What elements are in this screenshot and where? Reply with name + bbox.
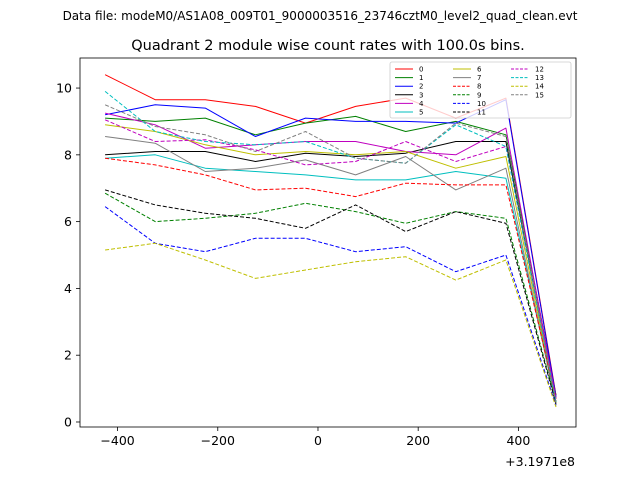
legend-label-6: 6: [477, 66, 482, 74]
legend-label-8: 8: [477, 83, 481, 91]
series-line-10: [104, 206, 557, 406]
x-tick-label: 400: [506, 433, 530, 448]
legend-label-10: 10: [477, 100, 486, 108]
series-line-11: [104, 189, 557, 404]
legend-label-11: 11: [477, 109, 486, 117]
legend-label-3: 3: [419, 91, 423, 99]
y-tick-label: 0: [64, 414, 72, 429]
plot-frame: [79, 57, 577, 428]
y-tick-label: 6: [64, 214, 72, 229]
legend-label-12: 12: [535, 66, 544, 74]
suptitle: Data file: modeM0/AS1A08_009T01_90000035…: [63, 9, 578, 23]
legend-label-14: 14: [535, 83, 544, 91]
legend-label-13: 13: [535, 74, 544, 82]
series-line-9: [104, 192, 557, 403]
legend-label-0: 0: [419, 66, 423, 74]
series-line-12: [104, 119, 557, 401]
series-line-14: [105, 242, 557, 408]
x-tick-label: −400: [100, 433, 134, 448]
y-tick-label: 10: [56, 81, 72, 96]
x-tick-label: −200: [201, 433, 235, 448]
x-tick-label: 0: [314, 433, 322, 448]
y-tick-label: 8: [64, 147, 72, 162]
legend-box: [389, 61, 572, 119]
x-offset-label: +3.1971e8: [505, 454, 575, 469]
y-tick-label: 4: [64, 281, 72, 296]
series-layer: [104, 74, 557, 408]
series-line-4: [104, 112, 557, 399]
legend-label-5: 5: [419, 109, 423, 117]
y-axis: 0 2 4 6 8 10: [56, 81, 80, 429]
legend-label-4: 4: [419, 100, 424, 108]
legend-label-15: 15: [535, 91, 544, 99]
legend-label-9: 9: [477, 91, 481, 99]
series-line-6: [105, 124, 557, 404]
series-line-13: [104, 91, 557, 403]
legend-label-1: 1: [419, 74, 423, 82]
series-line-15: [104, 104, 557, 404]
chart-title: Quadrant 2 module wise count rates with …: [131, 38, 525, 54]
legend-label-7: 7: [477, 74, 481, 82]
x-axis: −400 −200 0 200 400: [100, 427, 530, 448]
x-tick-label: 200: [406, 433, 430, 448]
series-line-7: [105, 136, 557, 406]
y-tick-label: 2: [64, 348, 72, 363]
series-line-8: [105, 157, 557, 399]
series-line-5: [105, 154, 557, 403]
legend-label-2: 2: [419, 83, 423, 91]
